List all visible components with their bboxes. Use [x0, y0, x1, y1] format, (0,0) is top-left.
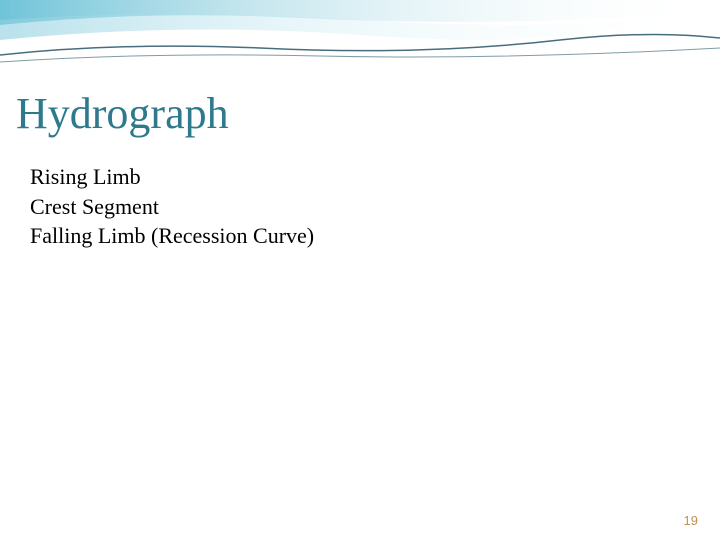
body-item: Falling Limb (Recession Curve)	[30, 221, 314, 251]
body-item: Crest Segment	[30, 192, 314, 222]
body-item: Rising Limb	[30, 162, 314, 192]
page-number: 19	[684, 513, 698, 528]
slide-title: Hydrograph	[16, 88, 229, 139]
body-content: Rising Limb Crest Segment Falling Limb (…	[30, 162, 314, 251]
wave-decoration	[0, 0, 720, 80]
